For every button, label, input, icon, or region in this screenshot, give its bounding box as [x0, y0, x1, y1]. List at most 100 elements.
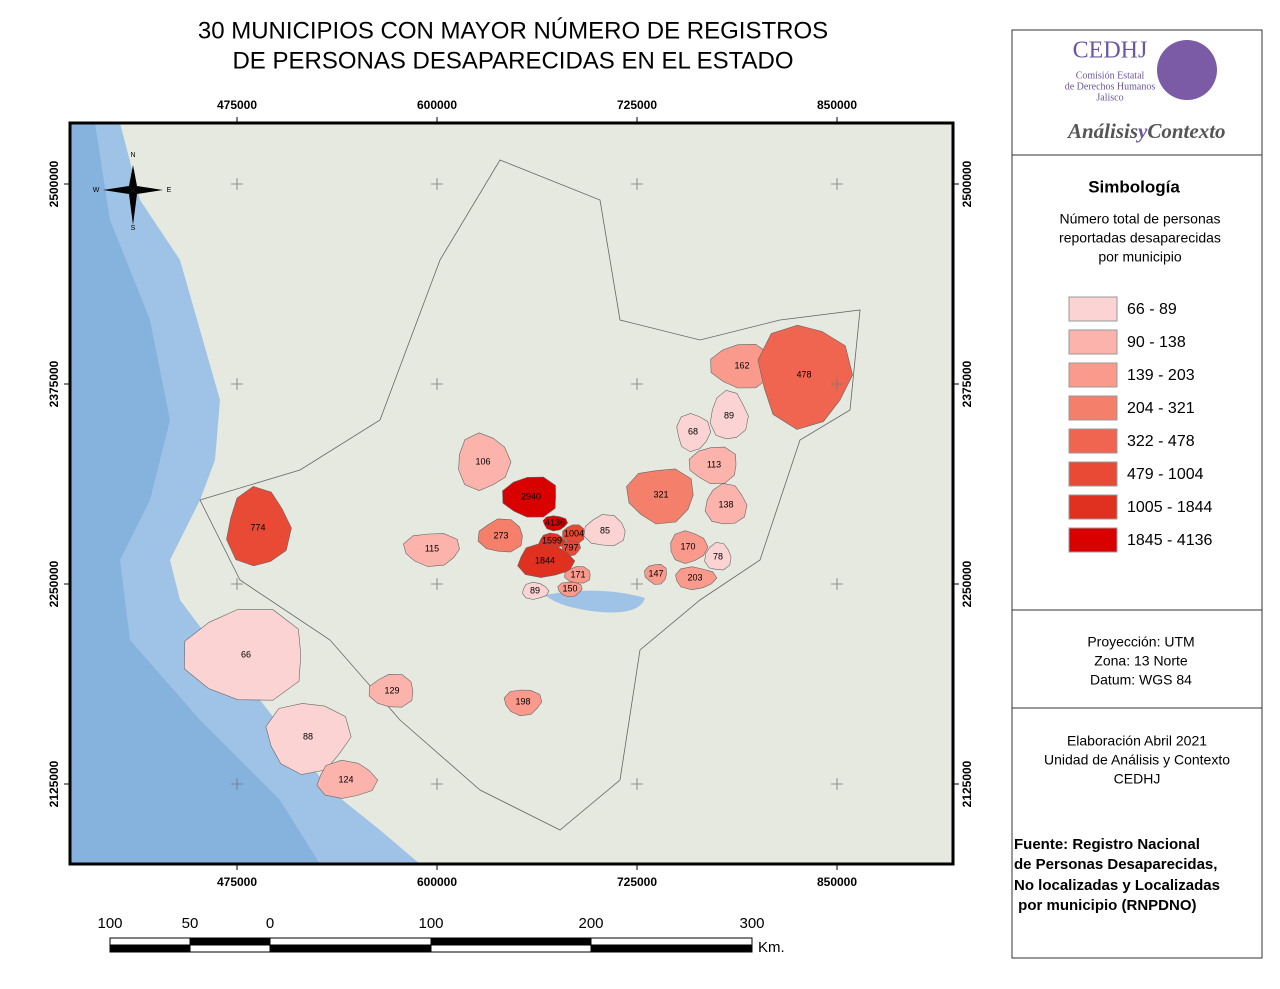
- grid-cross: [431, 578, 443, 590]
- legend-label: 90 - 138: [1127, 334, 1186, 351]
- y-tick-label: 2250000: [960, 560, 974, 607]
- municipality: [704, 542, 732, 571]
- credits: Elaboración Abril 2021: [1067, 733, 1207, 749]
- municipality-label: 150: [562, 583, 577, 593]
- legend-swatch: [1068, 362, 1118, 388]
- scale-segment: [590, 937, 753, 946]
- municipality-label: 1844: [535, 555, 555, 565]
- legend-swatch: [1068, 428, 1118, 454]
- scale-label: 50: [182, 915, 199, 932]
- municipality: [675, 566, 718, 591]
- municipality: [626, 468, 694, 525]
- municipality: [477, 518, 523, 553]
- legend-subtitle: por municipio: [1098, 249, 1181, 265]
- legend-swatch: [1068, 296, 1118, 322]
- municipality: [522, 581, 550, 600]
- legend-swatch: [1068, 461, 1118, 487]
- source: de Personas Desaparecidas,: [1014, 856, 1217, 873]
- x-tick-label: 475000: [217, 98, 257, 112]
- x-tick-label: 725000: [617, 875, 657, 889]
- grid-cross: [831, 378, 843, 390]
- grid-cross: [631, 378, 643, 390]
- compass-e: E: [167, 187, 172, 194]
- map-frame: [68, 121, 955, 866]
- grid-cross: [631, 578, 643, 590]
- grid-cross: [831, 778, 843, 790]
- scale-unit: Km.: [758, 939, 785, 956]
- municipality-label: 170: [680, 541, 695, 551]
- grid-cross: [831, 578, 843, 590]
- source: No localizadas y Localizadas: [1014, 877, 1220, 894]
- municipality: [403, 533, 460, 567]
- logo-name: CEDHJ: [1073, 38, 1148, 64]
- municipality: [562, 524, 585, 544]
- legend-label: 204 - 321: [1127, 400, 1195, 417]
- scale-segment: [269, 944, 432, 953]
- municipality-label: 171: [570, 569, 585, 579]
- municipality: [670, 530, 709, 564]
- municipality-label: 66: [241, 649, 251, 659]
- municipality-label: 113: [707, 459, 721, 469]
- scale-label: 100: [418, 915, 443, 932]
- title-line: 30 MUNICIPIOS CON MAYOR NÚMERO DE REGIST…: [198, 17, 828, 44]
- title-line: DE PERSONAS DESAPARECIDAS EN EL ESTADO: [232, 47, 793, 74]
- scale-segment: [109, 944, 191, 953]
- compass-s: S: [131, 225, 136, 232]
- scale-segment: [430, 944, 592, 953]
- municipality: [688, 446, 737, 485]
- brand: AnálisisyContexto: [1066, 119, 1226, 143]
- x-tick-label: 850000: [817, 98, 857, 112]
- side-panel: [1011, 29, 1263, 959]
- scale-segment: [430, 937, 592, 946]
- logo-emblem: [1157, 40, 1217, 100]
- scale-segment: [269, 937, 432, 946]
- legend-swatch: [1068, 329, 1118, 355]
- municipality: [757, 324, 853, 430]
- legend-swatch: [1068, 395, 1118, 421]
- municipality: [502, 476, 556, 518]
- municipality: [542, 515, 568, 532]
- map-background: [70, 123, 953, 864]
- municipality-label: 68: [688, 426, 698, 436]
- municipality: [226, 486, 292, 567]
- y-tick-label: 2500000: [960, 160, 974, 207]
- source: Fuente: Registro Nacional: [1014, 836, 1200, 853]
- grid-cross: [431, 778, 443, 790]
- legend-label: 1005 - 1844: [1127, 499, 1213, 516]
- grid-cross: [431, 378, 443, 390]
- municipality-label: 106: [475, 456, 490, 466]
- municipality-label: 198: [515, 696, 530, 706]
- municipality-label: 138: [718, 499, 733, 509]
- projection: Zona: 13 Norte: [1094, 653, 1188, 669]
- municipality: [557, 581, 583, 598]
- scale-segment: [590, 944, 753, 953]
- municipality-label: 273: [493, 530, 508, 540]
- municipality-label: 124: [338, 774, 353, 784]
- legend-label: 66 - 89: [1127, 301, 1177, 318]
- municipality: [458, 432, 512, 492]
- municipality-label: 88: [303, 731, 313, 741]
- municipality-label: 321: [653, 489, 668, 499]
- credits: Unidad de Análisis y Contexto: [1044, 752, 1230, 768]
- grid-cross: [231, 178, 243, 190]
- grid-cross: [231, 778, 243, 790]
- municipality: [710, 343, 770, 389]
- logo-line: Comisión Estatal: [1076, 70, 1145, 81]
- legend-label: 139 - 203: [1127, 367, 1195, 384]
- compass-n: N: [130, 152, 135, 159]
- legend-label: 322 - 478: [1127, 433, 1195, 450]
- municipality: [316, 759, 379, 799]
- scale-label: 100: [97, 915, 122, 932]
- municipality-label: 797: [563, 542, 578, 552]
- x-tick-label: 475000: [217, 875, 257, 889]
- municipality: [709, 389, 749, 440]
- municipality: [503, 689, 543, 717]
- municipality-label: 1004: [564, 528, 584, 538]
- legend-swatch: [1068, 494, 1118, 520]
- municipality-label: 89: [530, 585, 540, 595]
- logo-line: Jalisco: [1096, 92, 1123, 103]
- grid-cross: [831, 178, 843, 190]
- legend-label: 1845 - 4136: [1127, 532, 1213, 549]
- legend-subtitle: reportadas desaparecidas: [1059, 230, 1221, 246]
